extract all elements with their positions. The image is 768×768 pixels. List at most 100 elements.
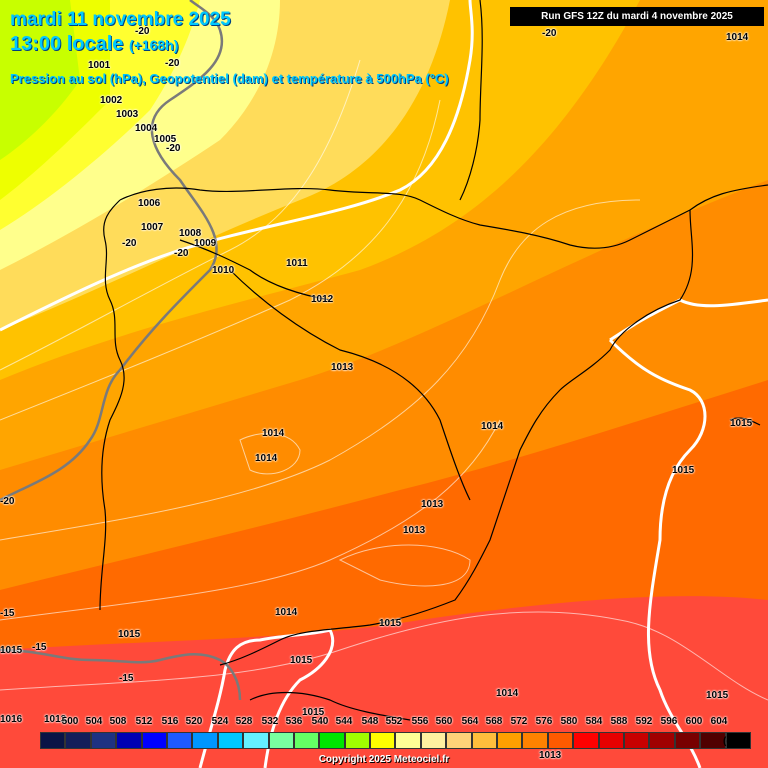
scale-value: 516	[161, 716, 179, 727]
pressure-label: 1013	[44, 714, 67, 725]
scale-swatch	[674, 732, 701, 749]
scale-swatch	[192, 732, 218, 749]
scale-swatch	[420, 732, 447, 749]
pressure-label: 1009	[194, 238, 217, 249]
scale-value: 572	[510, 716, 528, 727]
scale-value: 592	[635, 716, 653, 727]
temperature-lines	[0, 0, 242, 701]
scale-swatch	[725, 732, 751, 749]
scale-swatch	[217, 732, 244, 749]
pressure-label: 1006	[138, 198, 161, 209]
scale-swatch	[649, 732, 675, 749]
pressure-label: 1014	[496, 688, 519, 699]
pressure-label: 1003	[116, 109, 139, 120]
scale-swatch	[471, 732, 498, 749]
pressure-label: 1014	[255, 453, 278, 464]
scale-swatch	[90, 732, 117, 749]
scale-value: 528	[235, 716, 253, 727]
pressure-label: 1013	[421, 499, 444, 510]
scale-unit: (dam)	[723, 736, 751, 747]
scale-swatch	[700, 732, 726, 749]
pressure-label: 1013	[539, 750, 562, 761]
pressure-label: 1010	[212, 265, 235, 276]
forecast-time-value: 13:00 locale	[10, 33, 124, 55]
pressure-label: 1013	[403, 525, 426, 536]
scale-value: 504	[85, 716, 103, 727]
temperature-label: -20	[165, 58, 180, 69]
scale-value: 576	[535, 716, 553, 727]
scale-swatch	[293, 732, 320, 749]
scale-value: 508	[109, 716, 127, 727]
scale-swatch	[522, 732, 548, 749]
pressure-label: 1014	[262, 428, 285, 439]
scale-swatch	[598, 732, 624, 749]
pressure-label: 1015	[0, 645, 23, 656]
scale-value: 568	[485, 716, 503, 727]
coastlines	[99, 0, 768, 721]
pressure-label: 1013	[331, 362, 354, 373]
temperature-label: -15	[119, 673, 134, 684]
pressure-label: 1015	[730, 418, 753, 429]
scale-value: 536	[285, 716, 303, 727]
scale-value: 540	[311, 716, 329, 727]
scale-swatch	[141, 732, 167, 749]
scale-value: 584	[585, 716, 603, 727]
copyright: Copyright 2025 Meteociel.fr	[318, 754, 450, 765]
pressure-label: 1015	[302, 707, 325, 718]
map-subtitle: Pression au sol (hPa), Geopotentiel (dam…	[10, 71, 449, 86]
scale-swatch	[116, 732, 142, 749]
pressure-label: 1004	[135, 123, 158, 134]
temperature-label: -20	[166, 143, 181, 154]
scale-swatch	[344, 732, 371, 749]
scale-value: 532	[261, 716, 279, 727]
pressure-label: 1014	[275, 607, 298, 618]
temperature-label: -20	[135, 26, 150, 37]
forecast-time: 13:00 locale (+168h)	[10, 33, 178, 56]
scale-swatch	[573, 732, 599, 749]
temperature-label: -15	[32, 642, 47, 653]
scale-swatch	[395, 732, 421, 749]
scale-value: 552	[385, 716, 403, 727]
scale-value: 520	[185, 716, 203, 727]
pressure-label: 1015	[672, 465, 695, 476]
scale-swatch	[497, 732, 523, 749]
pressure-label: 1015	[290, 655, 313, 666]
pressure-label: 1015	[379, 618, 402, 629]
pressure-label: 1007	[141, 222, 164, 233]
forecast-date: mardi 11 novembre 2025	[10, 9, 231, 30]
scale-value: 588	[610, 716, 628, 727]
scale-value: 548	[361, 716, 379, 727]
color-scale	[40, 732, 751, 749]
pressure-label: 1014	[726, 32, 749, 43]
scale-value: 580	[560, 716, 578, 727]
scale-value: 596	[660, 716, 678, 727]
pressure-label: 1002	[100, 95, 123, 106]
run-info: Run GFS 12Z du mardi 4 novembre 2025	[510, 7, 764, 26]
forecast-lead-time: (+168h)	[128, 37, 179, 53]
temperature-label: -20	[542, 28, 557, 39]
temperature-label: -20	[174, 248, 189, 259]
temperature-label: -15	[0, 608, 15, 619]
scale-swatch	[40, 732, 66, 749]
scale-swatch	[623, 732, 650, 749]
scale-swatch	[446, 732, 472, 749]
pressure-label: 1001	[88, 60, 111, 71]
scale-swatch	[370, 732, 396, 749]
scale-value: 600	[685, 716, 703, 727]
scale-swatch	[243, 732, 269, 749]
scale-swatch	[65, 732, 91, 749]
scale-value: 500	[61, 716, 79, 727]
pressure-label: 1012	[311, 294, 334, 305]
scale-value: 560	[435, 716, 453, 727]
scale-value: 544	[335, 716, 353, 727]
pressure-label: 1015	[706, 690, 729, 701]
scale-value: 564	[461, 716, 479, 727]
pressure-label: 1008	[179, 228, 202, 239]
pressure-label: 1014	[481, 421, 504, 432]
pressure-label: 1011	[286, 258, 308, 269]
temperature-label: -20	[122, 238, 137, 249]
scale-swatch	[547, 732, 574, 749]
scale-value: 512	[135, 716, 153, 727]
